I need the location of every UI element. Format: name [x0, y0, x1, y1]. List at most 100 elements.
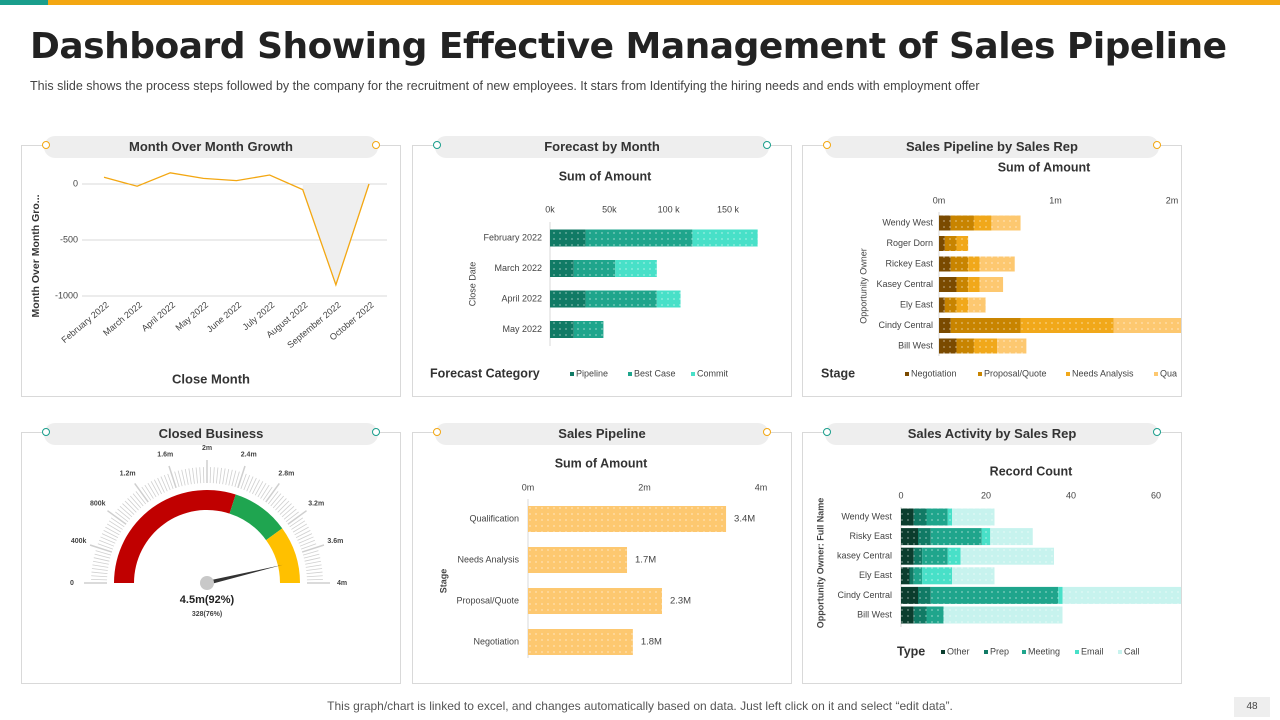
panel-title: Sales Pipeline by Sales Rep: [825, 136, 1159, 158]
legend-swatch-4: [1118, 650, 1122, 654]
category-label-3: May 2022: [502, 324, 542, 334]
title-dot-right: [763, 428, 771, 436]
bar-2-2-texture: [656, 290, 681, 308]
bar-0-1-texture: [901, 528, 918, 546]
panel-month-over-month-growth[interactable]: Month Over Month Growth 0 -500 -1000 Februa…: [21, 136, 401, 397]
bar-1-0-texture: [585, 229, 693, 247]
y-axis-label: Close Date: [467, 262, 477, 307]
gauge-tick-94: [305, 560, 322, 565]
bar-1-0-texture: [913, 508, 927, 526]
gauge-tick-label-7: 2.8m: [278, 471, 294, 478]
gauge-tick-38: [163, 474, 171, 491]
title-dot-right: [1153, 428, 1161, 436]
panel-sales-activity-by-rep[interactable]: Sales Activity by Sales Rep Record Count…: [802, 423, 1182, 684]
bar-0-0-texture: [550, 229, 586, 247]
category-label-0: Qualification: [469, 513, 519, 523]
bar-2-5-texture: [1020, 318, 1114, 333]
gauge-tick-25: [124, 500, 137, 513]
gauge-tick-35: [153, 479, 162, 495]
category-label-1: Needs Analysis: [457, 554, 519, 564]
x-tick-label-0: 0m: [522, 482, 535, 492]
gauge-tick-41: [174, 471, 180, 488]
gauge-tick-23: [119, 505, 133, 518]
gauge-tick-67: [257, 482, 267, 498]
legend-swatch-2: [691, 372, 695, 376]
bar-3-5-texture: [1113, 318, 1181, 333]
pipeline-rep-chart: Sum of Amount 0m 1m 2m Wendy West Roger Dorn R…: [821, 160, 1181, 380]
category-label-0: Wendy West: [841, 511, 892, 521]
bar-3-0-texture: [991, 215, 1021, 231]
gauge-tick-89: [300, 543, 317, 550]
title-dot-right: [763, 141, 771, 149]
title-dot-right: [1153, 141, 1161, 149]
bar-3-4-texture: [1058, 586, 1063, 604]
x-tick-label-0: 0: [898, 490, 903, 500]
panel-title: Month Over Month Growth: [44, 136, 378, 158]
bar-0-2-texture: [939, 256, 951, 272]
panel-forecast-by-month[interactable]: Forecast by Month Sum of Amount 0k 50k 100 …: [412, 136, 792, 397]
legend-label-3: Qua: [1160, 368, 1177, 378]
legend-swatch-0: [570, 372, 574, 376]
gauge-tick-42: [177, 470, 183, 487]
x-axis-label: Close Month: [172, 371, 250, 386]
category-label-3: Ely East: [859, 570, 893, 580]
gauge-tick-76: [279, 503, 292, 515]
gauge-tick-label-3: 1.2m: [120, 471, 136, 478]
gauge-tick-label-6: 2.4m: [241, 451, 257, 458]
gauge-tick-48: [199, 467, 202, 484]
gauge-tick-71: [267, 491, 279, 505]
gauge-tick-57: [228, 469, 233, 486]
title-dot-right: [372, 141, 380, 149]
y-axis-label: Stage: [438, 569, 448, 594]
legend-label-3: Email: [1081, 646, 1104, 656]
gauge-tick-87: [298, 536, 314, 544]
panel-closed-business[interactable]: Closed Business 0 400k 800k 1.2m 1.6m 2m 2.4m 2…: [21, 423, 401, 684]
bar-1-0-texture: [950, 215, 974, 231]
gauge-tick-15: [103, 529, 119, 538]
bar-4-1-texture: [990, 528, 1033, 546]
bar-2-6-texture: [973, 338, 998, 354]
legend-label-4: Call: [1124, 646, 1140, 656]
gauge-tick-51: [209, 467, 212, 484]
bar-1-4-texture: [918, 586, 931, 604]
panel-title: Closed Business: [44, 423, 378, 445]
gauge-tick-16: [105, 526, 120, 536]
gauge-tick-91: [302, 550, 319, 556]
y-axis-label: Opportunity Owner: [858, 248, 868, 324]
bar-0-3-texture: [901, 567, 910, 585]
bar-1-5-texture: [913, 606, 927, 624]
bar-2-1-texture: [615, 260, 657, 277]
gauge-tick-69: [262, 486, 273, 501]
bar-1-1-texture: [918, 528, 931, 546]
bar-3-1-texture: [981, 528, 991, 546]
gauge-tick-73: [272, 495, 285, 509]
bar-4-0-texture: [952, 508, 995, 526]
bar-2-0-texture: [692, 229, 758, 247]
bar-1-5-texture: [950, 318, 1021, 333]
x-tick-label-2: April 2022: [140, 300, 177, 334]
x-tick-label-1: 1m: [1049, 195, 1062, 205]
legend-swatch-2: [1066, 372, 1070, 376]
panel-sales-pipeline-by-rep[interactable]: Sales Pipeline by Sales Rep Sum of Amoun…: [802, 136, 1182, 397]
gauge-tick-61: [240, 473, 247, 490]
data-label-0: 3.4M: [734, 514, 755, 525]
x-tick-label-3: 60: [1151, 490, 1161, 500]
gauge-tick-8: [94, 553, 111, 559]
bar-3-2-texture: [947, 547, 961, 565]
gauge-tick-10: [89, 544, 113, 553]
gauge-tick-52: [212, 467, 215, 484]
gauge-tick-92: [303, 553, 320, 559]
gauge-tick-43: [181, 469, 186, 486]
bar-4-2-texture: [960, 547, 1054, 565]
bar-4-3-texture: [952, 567, 995, 585]
panel-title: Sales Pipeline: [435, 423, 769, 445]
bar-0-1-texture: [939, 236, 945, 251]
panel-sales-pipeline[interactable]: Sales Pipeline Sum of Amount 0m 2m 4m Qualif…: [412, 423, 792, 684]
bar-4-5-texture: [943, 606, 1063, 624]
bar-3-texture: [528, 629, 633, 655]
legend-title: Forecast Category: [430, 366, 540, 380]
legend-label-0: Other: [947, 646, 970, 656]
legend-label-1: Prep: [990, 646, 1009, 656]
category-label-5: Cindy Central: [878, 320, 933, 330]
